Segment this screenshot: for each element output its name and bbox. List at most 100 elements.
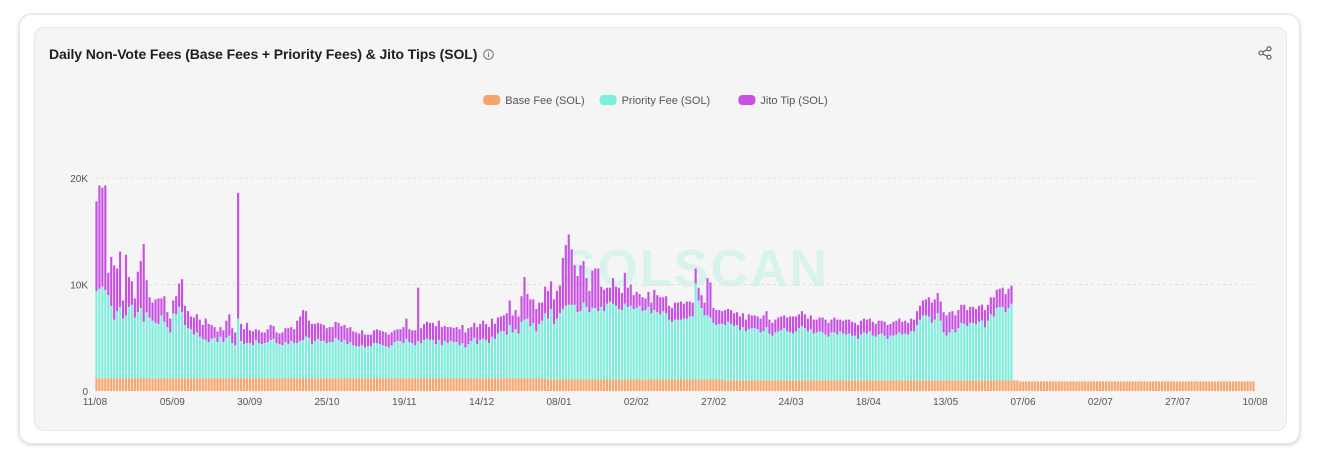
bar-base-fee: [1028, 381, 1031, 391]
bar-jito-tip: [647, 291, 650, 307]
bar-base-fee: [346, 378, 349, 391]
bar-base-fee: [210, 378, 213, 391]
bar-priority-fee: [653, 310, 656, 380]
bar-priority-fee: [361, 345, 364, 379]
bar-jito-tip: [487, 327, 491, 344]
bar-base-fee: [526, 378, 529, 391]
bar-base-fee: [423, 378, 426, 391]
bar-priority-fee: [603, 311, 606, 380]
bar-jito-tip: [231, 328, 234, 344]
bar-base-fee: [166, 378, 169, 391]
bar-base-fee: [192, 378, 195, 391]
bar-base-fee: [375, 378, 378, 391]
bar-base-fee: [420, 378, 423, 391]
bar-priority-fee: [364, 347, 367, 379]
bar-jito-tip: [98, 185, 101, 289]
bar-priority-fee: [738, 330, 741, 381]
bar-jito-tip: [523, 277, 526, 320]
bar-priority-fee: [544, 313, 547, 379]
bar-priority-fee: [479, 339, 482, 379]
bar-jito-tip: [219, 327, 222, 337]
bar-jito-tip: [470, 327, 473, 341]
bar-jito-tip: [848, 319, 851, 334]
bar-jito-tip: [151, 302, 154, 321]
bar-priority-fee: [434, 344, 437, 379]
bar-jito-tip: [921, 300, 925, 316]
bar-jito-tip: [641, 297, 644, 312]
bar-jito-tip: [611, 278, 615, 304]
bar-base-fee: [1193, 381, 1196, 391]
bar-priority-fee: [694, 283, 697, 380]
bar-jito-tip: [281, 332, 284, 346]
bar-priority-fee: [836, 334, 839, 381]
bar-base-fee: [172, 378, 175, 391]
share-icon[interactable]: [1258, 46, 1272, 60]
bar-priority-fee: [366, 346, 370, 379]
bar-jito-tip: [490, 318, 494, 337]
bar-priority-fee: [901, 334, 904, 381]
bar-jito-tip: [936, 293, 939, 314]
bar-base-fee: [1208, 381, 1211, 391]
bar-jito-tip: [889, 323, 892, 336]
bar-jito-tip: [284, 328, 287, 343]
bar-jito-tip: [670, 307, 674, 322]
bar-priority-fee: [744, 331, 747, 381]
bar-jito-tip: [296, 320, 299, 344]
bar-base-fee: [588, 379, 591, 391]
bar-base-fee: [765, 380, 768, 391]
bar-jito-tip: [901, 321, 904, 335]
bar-jito-tip: [833, 317, 836, 333]
bar-priority-fee: [898, 332, 901, 381]
bar-priority-fee: [871, 335, 874, 381]
bar-base-fee: [251, 378, 254, 391]
bar-priority-fee: [966, 326, 969, 381]
bar-jito-tip: [753, 315, 756, 329]
bar-jito-tip: [340, 326, 343, 343]
bar-priority-fee: [907, 334, 910, 381]
bar-base-fee: [231, 378, 234, 391]
bar-priority-fee: [101, 286, 104, 379]
bar-jito-tip: [361, 330, 364, 346]
bar-priority-fee: [951, 329, 954, 381]
x-tick-label: 02/07: [1088, 397, 1113, 408]
bar-priority-fee: [302, 339, 305, 379]
bar-priority-fee: [561, 309, 564, 380]
bar-priority-fee: [119, 306, 122, 379]
info-icon[interactable]: [483, 48, 495, 60]
bar-priority-fee: [169, 332, 172, 379]
bar-jito-tip: [464, 332, 467, 348]
bar-base-fee: [245, 378, 249, 391]
bar-base-fee: [585, 379, 588, 391]
bar-base-fee: [1134, 381, 1137, 391]
bar-base-fee: [647, 379, 650, 391]
bar-base-fee: [957, 380, 960, 391]
bar-priority-fee: [240, 340, 243, 379]
bar-base-fee: [579, 379, 582, 391]
bar-jito-tip: [665, 296, 668, 314]
bar-priority-fee: [390, 345, 393, 379]
bar-jito-tip: [411, 330, 414, 344]
bar-base-fee: [219, 378, 222, 391]
bar-priority-fee: [225, 337, 228, 379]
bar-jito-tip: [635, 291, 638, 308]
bar-base-fee: [181, 378, 184, 391]
bar-base-fee: [479, 378, 482, 391]
y-tick-label: 20K: [70, 174, 88, 185]
bar-priority-fee: [794, 331, 798, 381]
bar-base-fee: [868, 380, 871, 391]
bar-jito-tip: [659, 297, 662, 315]
bar-base-fee: [715, 379, 718, 391]
bar-base-fee: [609, 379, 612, 391]
bar-jito-tip: [874, 323, 877, 337]
bar-base-fee: [842, 380, 845, 391]
bar-base-fee: [532, 378, 535, 391]
bar-priority-fee: [679, 319, 682, 380]
legend-label: Jito Tip (SOL): [760, 95, 827, 107]
bar-priority-fee: [172, 313, 175, 379]
bar-base-fee: [1096, 381, 1099, 391]
bar-priority-fee: [549, 309, 553, 380]
bar-priority-fee: [975, 323, 978, 381]
bar-priority-fee: [558, 313, 561, 380]
bar-base-fee: [163, 378, 166, 391]
bar-priority-fee: [880, 333, 883, 381]
